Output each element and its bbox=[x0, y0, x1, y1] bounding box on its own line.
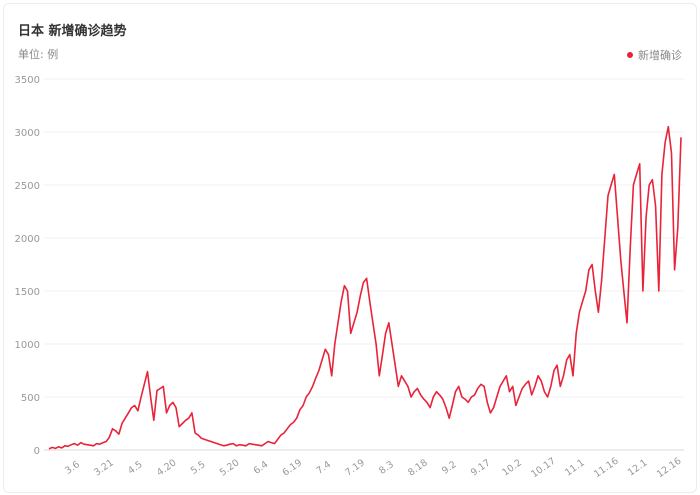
x-tick-label: 9.17 bbox=[469, 457, 493, 478]
y-tick-label: 2000 bbox=[15, 234, 40, 245]
x-tick-label: 4.20 bbox=[155, 457, 179, 478]
y-tick-label: 1500 bbox=[15, 287, 40, 298]
x-tick-label: 8.18 bbox=[406, 457, 430, 478]
x-tick-label: 5.20 bbox=[218, 457, 242, 478]
y-tick-label: 1000 bbox=[15, 340, 40, 351]
x-tick-label: 6.19 bbox=[281, 457, 305, 478]
series-line bbox=[48, 125, 682, 450]
y-tick-label: 3500 bbox=[15, 75, 40, 86]
x-tick-label: 10.2 bbox=[500, 457, 524, 478]
x-tick-label: 6.4 bbox=[252, 459, 271, 477]
unit-label: 单位: 例 bbox=[18, 48, 59, 61]
legend-dot-icon bbox=[627, 52, 633, 58]
x-tick-label: 12.16 bbox=[655, 456, 684, 481]
x-tick-label: 7.19 bbox=[343, 457, 367, 478]
x-tick-label: 10.17 bbox=[529, 456, 558, 481]
y-tick-label: 500 bbox=[21, 393, 40, 404]
chart-plot-area: 0 500 1000 1500 2000 2500 3000 3500 3.6 3.21 4.5 4.… bbox=[15, 75, 684, 481]
x-tick-label: 12.1 bbox=[626, 457, 650, 478]
legend[interactable]: 新增确诊 bbox=[627, 47, 682, 63]
x-tick-label: 7.4 bbox=[314, 459, 333, 477]
y-tick-label: 0 bbox=[34, 446, 40, 457]
x-tick-label: 4.5 bbox=[126, 459, 145, 477]
legend-label: 新增确诊 bbox=[638, 49, 682, 62]
y-tick-label: 2500 bbox=[15, 181, 40, 192]
y-tick-label: 3000 bbox=[15, 128, 40, 139]
x-tick-label: 11.16 bbox=[592, 456, 621, 481]
chart-card: 日本 新增确诊趋势 单位: 例 新增确诊 0 500 1000 1500 2000 250… bbox=[3, 3, 697, 493]
x-tick-label: 8.3 bbox=[377, 459, 396, 477]
x-tick-label: 3.6 bbox=[63, 459, 82, 477]
x-tick-label: 3.21 bbox=[92, 457, 116, 478]
x-tick-label: 11.1 bbox=[563, 457, 587, 478]
x-tick-label: 9.2 bbox=[440, 459, 459, 477]
x-tick-label: 5.5 bbox=[189, 459, 208, 477]
chart-title: 日本 新增确诊趋势 bbox=[18, 24, 127, 39]
